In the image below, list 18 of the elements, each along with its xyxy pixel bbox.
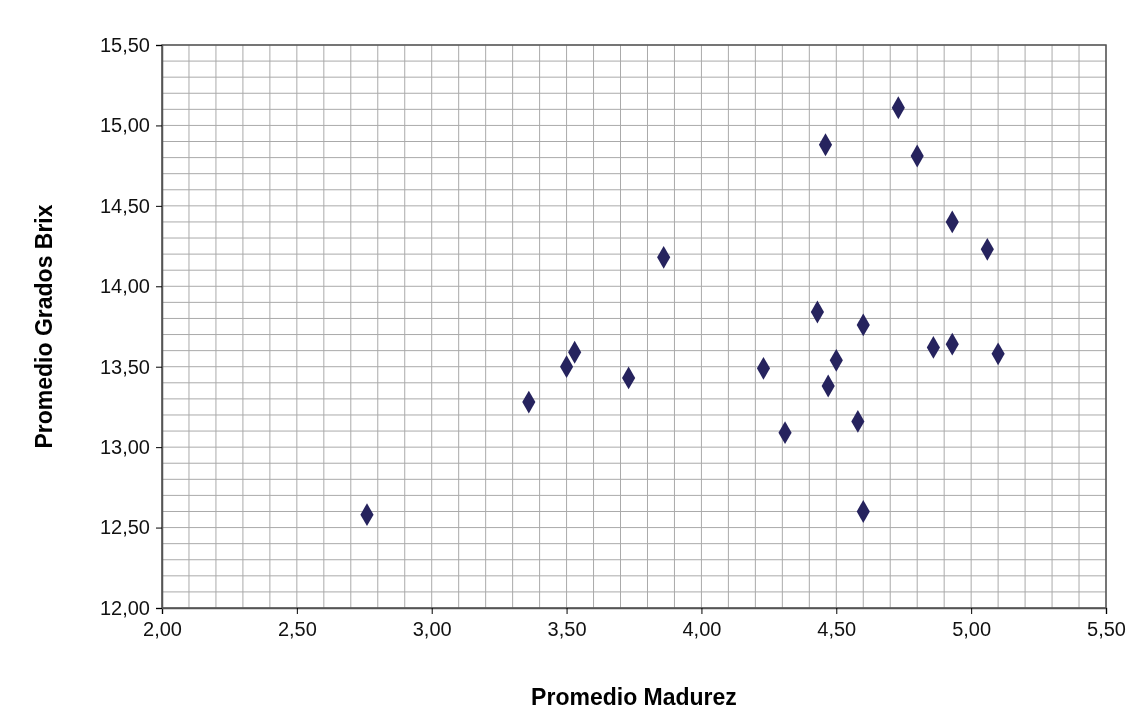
y-tick-label: 14,00 (99, 275, 150, 298)
x-axis-title: Promedio Madurez (531, 684, 737, 710)
y-tick-label: 14,50 (99, 194, 150, 217)
y-axis-title: Promedio Grados Brix (31, 204, 57, 449)
x-tick-label: 3,00 (412, 618, 452, 641)
y-tick-label: 13,50 (99, 355, 150, 378)
y-tick-label: 12,50 (99, 516, 150, 539)
y-tick-label: 12,00 (99, 596, 150, 619)
x-tick-label: 5,50 (1087, 618, 1126, 641)
x-tick-label: 2,00 (143, 618, 182, 641)
x-tick-label: 2,50 (277, 618, 317, 641)
y-tick-label: 15,00 (99, 114, 150, 137)
y-tick-label: 13,00 (99, 436, 150, 459)
x-tick-label: 4,00 (682, 618, 722, 641)
x-tick-label: 5,00 (952, 618, 992, 641)
y-tick-label: 15,50 (99, 33, 150, 56)
x-tick-label: 3,50 (547, 618, 587, 641)
x-tick-label: 4,50 (817, 618, 857, 641)
